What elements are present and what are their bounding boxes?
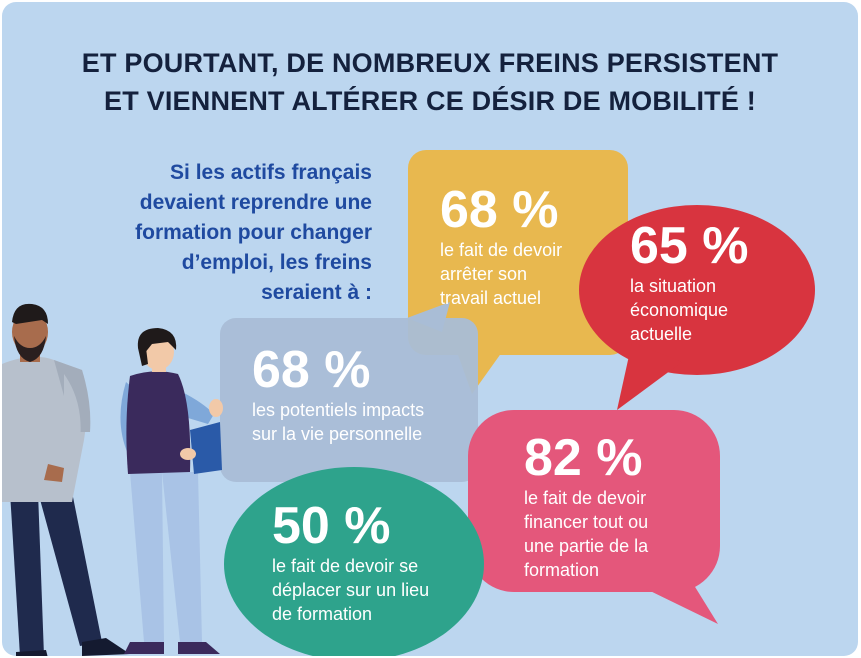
yellow-bubble-content: 68 % le fait de devoir arrêter son trava…: [440, 182, 562, 310]
pink-bubble-label: le fait de devoir financer tout ou une p…: [524, 486, 648, 582]
pink-bubble-line-4: formation: [524, 560, 600, 580]
green-bubble-line-3: de formation: [272, 604, 373, 624]
red-bubble-line-1: la situation: [630, 276, 717, 296]
intro-line-3: formation pour changer: [135, 221, 372, 244]
grey-bubble-line-2: sur la vie personnelle: [252, 424, 423, 444]
page-title: ET POURTANT, DE NOMBREUX FREINS PERSISTE…: [2, 44, 858, 120]
red-bubble-label: la situation économique actuelle: [630, 274, 749, 346]
grey-bubble-content: 68 % les potentiels impacts sur la vie p…: [252, 342, 424, 446]
pink-speech-bubble: [468, 410, 720, 624]
intro-text: Si les actifs français devaient reprendr…: [82, 158, 372, 308]
grey-bubble-label: les potentiels impacts sur la vie person…: [252, 398, 424, 446]
pink-bubble-line-1: le fait de devoir: [524, 488, 647, 508]
red-bubble-content: 65 % la situation économique actuelle: [630, 218, 749, 346]
red-speech-bubble: [579, 205, 815, 410]
green-bubble-line-2: déplacer sur un lieu: [272, 580, 430, 600]
intro-line-1: Si les actifs français: [170, 161, 372, 184]
title-line-2: ET VIENNENT ALTÉRER CE DÉSIR DE MOBILITÉ…: [104, 86, 756, 116]
yellow-bubble-percent: 68 %: [440, 181, 559, 239]
yellow-bubble-label: le fait de devoir arrêter son travail ac…: [440, 238, 562, 310]
intro-line-4: d’emploi, les freins: [181, 251, 372, 274]
pink-bubble-line-2: financer tout ou: [524, 512, 649, 532]
red-bubble-percent: 65 %: [630, 217, 749, 275]
yellow-bubble-line-1: le fait de devoir: [440, 240, 563, 260]
green-bubble-content: 50 % le fait de devoir se déplacer sur u…: [272, 498, 429, 626]
pink-bubble-line-3: une partie de la: [524, 536, 649, 556]
pink-bubble-content: 82 % le fait de devoir financer tout ou …: [524, 430, 648, 582]
yellow-bubble-line-3: travail actuel: [440, 288, 542, 308]
intro-line-5: seraient à :: [261, 281, 372, 304]
grey-speech-bubble: [220, 302, 478, 482]
green-bubble-percent: 50 %: [272, 497, 391, 555]
red-bubble-line-3: actuelle: [630, 324, 693, 344]
yellow-bubble-line-2: arrêter son: [440, 264, 528, 284]
pink-bubble-percent: 82 %: [524, 429, 643, 487]
red-bubble-line-2: économique: [630, 300, 729, 320]
grey-bubble-line-1: les potentiels impacts: [252, 400, 425, 420]
green-speech-bubble: [224, 467, 484, 656]
man-illustration: [2, 303, 130, 656]
grey-bubble-percent: 68 %: [252, 341, 371, 399]
title-line-1: ET POURTANT, DE NOMBREUX FREINS PERSISTE…: [81, 48, 779, 78]
green-bubble-label: le fait de devoir se déplacer sur un lie…: [272, 554, 429, 626]
green-bubble-line-1: le fait de devoir se: [272, 556, 419, 576]
intro-line-2: devaient reprendre une: [139, 191, 372, 214]
woman-with-clipboard-illustration: [120, 328, 223, 654]
